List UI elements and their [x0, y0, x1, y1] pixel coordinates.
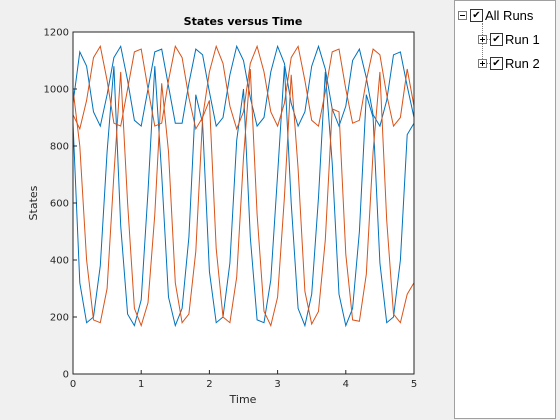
- all-runs-checkbox[interactable]: ✔: [470, 8, 483, 22]
- series-layer: [72, 44, 415, 328]
- x-axis-label: Time: [229, 393, 257, 406]
- series-line-1: [72, 44, 415, 128]
- chart-title: States versus Time: [184, 15, 303, 28]
- runs-tree-panel[interactable]: ✔ All Runs ✔ Run 1 ✔ Run 2: [454, 0, 556, 419]
- series-line-3: [72, 44, 415, 131]
- y-axis: 0 200 400 600 800 1000 1200: [44, 28, 77, 381]
- expand-icon[interactable]: [478, 34, 487, 44]
- collapse-icon[interactable]: [458, 10, 467, 20]
- states-versus-time-chart: 0 1 2 3 4 5 0 200 400 600 800 1000 1200 States vers…: [27, 15, 417, 406]
- x-tick-label: 3: [274, 379, 280, 390]
- series-line-2: [72, 66, 415, 328]
- x-tick-label: 5: [411, 379, 417, 390]
- run-2-checkbox[interactable]: ✔: [490, 56, 503, 70]
- plot-area: [73, 32, 414, 374]
- y-tick-label: 800: [50, 142, 69, 153]
- tree-item-run-2[interactable]: ✔ Run 2: [478, 55, 540, 71]
- x-tick-label: 2: [206, 379, 212, 390]
- x-tick-label: 0: [70, 379, 76, 390]
- x-axis: 0 1 2 3 4 5: [70, 370, 417, 390]
- tree-connector-run1: [482, 39, 492, 40]
- y-tick-label: 600: [50, 199, 69, 210]
- expand-icon[interactable]: [478, 58, 487, 68]
- tree-item-all-runs[interactable]: ✔ All Runs: [458, 7, 533, 23]
- run-2-label: Run 2: [505, 55, 540, 71]
- x-tick-label: 1: [138, 379, 144, 390]
- all-runs-label: All Runs: [485, 7, 534, 23]
- run-1-checkbox[interactable]: ✔: [490, 32, 503, 46]
- y-tick-label: 1200: [44, 28, 69, 39]
- y-axis-label: States: [27, 185, 40, 220]
- x-tick-label: 4: [343, 379, 349, 390]
- tree-item-run-1[interactable]: ✔ Run 1: [478, 31, 540, 47]
- y-tick-label: 1000: [44, 85, 69, 96]
- tree-connector-run2: [482, 63, 492, 64]
- y-tick-label: 400: [50, 256, 69, 267]
- series-line-4: [72, 68, 415, 328]
- y-tick-label: 200: [50, 313, 69, 324]
- run-1-label: Run 1: [505, 31, 540, 47]
- y-tick-label: 0: [63, 370, 69, 381]
